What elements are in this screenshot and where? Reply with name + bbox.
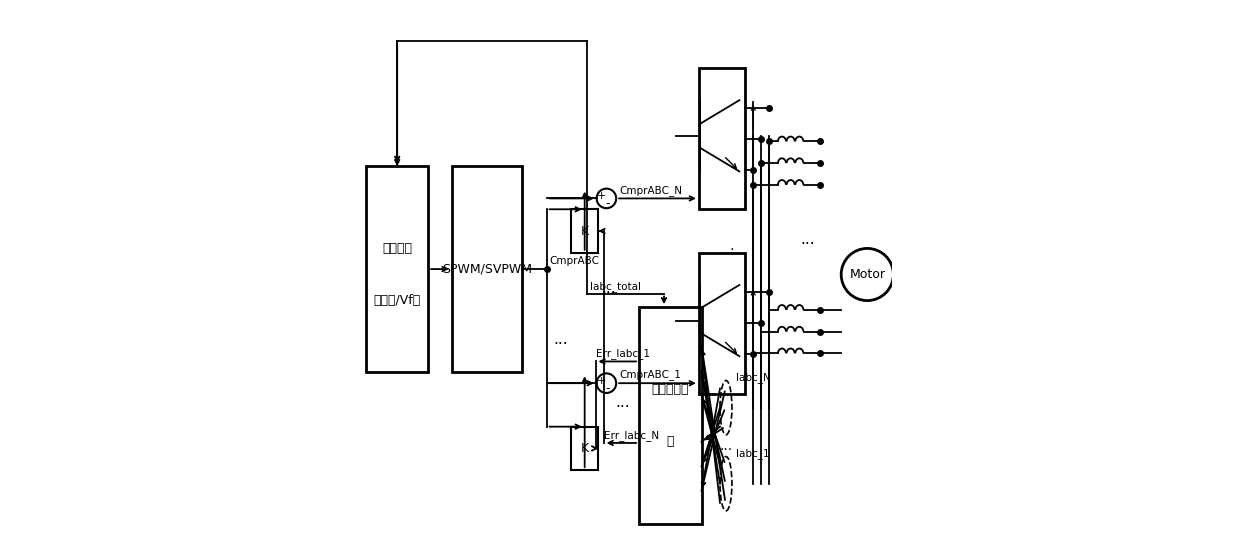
Text: Motor: Motor — [849, 268, 885, 281]
Text: 块: 块 — [667, 435, 675, 449]
Text: CmprABC: CmprABC — [549, 256, 599, 266]
Text: Iabc_1: Iabc_1 — [735, 449, 769, 460]
Text: Err_Iabc_1: Err_Iabc_1 — [595, 349, 650, 359]
Text: ...: ... — [800, 232, 815, 247]
Text: ...: ... — [719, 439, 733, 453]
Text: K: K — [580, 225, 589, 238]
Text: Iabc_total: Iabc_total — [590, 282, 641, 293]
Text: +: + — [596, 376, 605, 386]
Text: Err_Iabc_N: Err_Iabc_N — [604, 430, 658, 441]
Text: -: - — [605, 197, 610, 210]
Text: +: + — [596, 192, 605, 201]
Text: 主控模块: 主控模块 — [382, 242, 412, 255]
Bar — [699, 68, 745, 209]
Bar — [639, 307, 702, 524]
Text: （矢量/Vf）: （矢量/Vf） — [373, 294, 420, 306]
Text: 电流计算模: 电流计算模 — [651, 383, 689, 396]
Text: K: K — [580, 442, 589, 455]
Text: -: - — [605, 382, 610, 395]
Text: CmprABC_1: CmprABC_1 — [619, 369, 681, 380]
Text: Iabc_N: Iabc_N — [735, 372, 770, 383]
Text: ...·.: ...·. — [718, 243, 739, 257]
Bar — [451, 166, 522, 372]
Bar — [699, 253, 745, 394]
Bar — [366, 166, 428, 372]
Text: CmprABC_N: CmprABC_N — [619, 185, 682, 196]
Text: ...: ... — [601, 281, 616, 295]
Bar — [572, 209, 598, 253]
Text: SPWM/SVPWM: SPWM/SVPWM — [441, 262, 532, 276]
Text: ...: ... — [553, 332, 568, 347]
Text: ...: ... — [615, 395, 630, 410]
Bar — [572, 427, 598, 470]
